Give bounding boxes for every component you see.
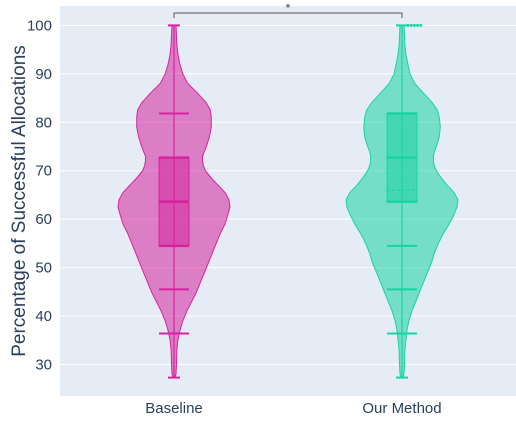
x-tick-label: Baseline bbox=[145, 400, 203, 417]
y-tick-label: 50 bbox=[35, 260, 52, 277]
y-tick-label: 70 bbox=[35, 163, 52, 180]
outlier-point bbox=[409, 23, 413, 27]
significance-line bbox=[173, 12, 403, 18]
y-tick-label: 100 bbox=[27, 17, 52, 34]
outlier-point bbox=[412, 23, 416, 27]
outlier-point bbox=[416, 23, 420, 27]
y-tick-label: 60 bbox=[35, 211, 52, 228]
violin-baseline bbox=[117, 24, 231, 379]
outlier-point bbox=[419, 23, 423, 27]
y-axis-title: Percentage of Successful Allocations bbox=[9, 45, 30, 357]
y-axis-ticks: 30 40 50 60 70 80 90 100 bbox=[27, 17, 52, 373]
y-tick-label: 30 bbox=[35, 357, 52, 374]
y-tick-label: 40 bbox=[35, 308, 52, 325]
violins bbox=[117, 23, 459, 379]
significance-label: * bbox=[286, 1, 291, 15]
y-tick-label: 80 bbox=[35, 114, 52, 131]
significance-bracket: * bbox=[173, 1, 403, 18]
y-tick-label: 90 bbox=[35, 66, 52, 83]
x-axis-ticks: Baseline Our Method bbox=[145, 400, 441, 417]
outlier-point bbox=[406, 23, 410, 27]
x-tick-label: Our Method bbox=[362, 400, 441, 417]
violin-our-method bbox=[345, 23, 459, 379]
